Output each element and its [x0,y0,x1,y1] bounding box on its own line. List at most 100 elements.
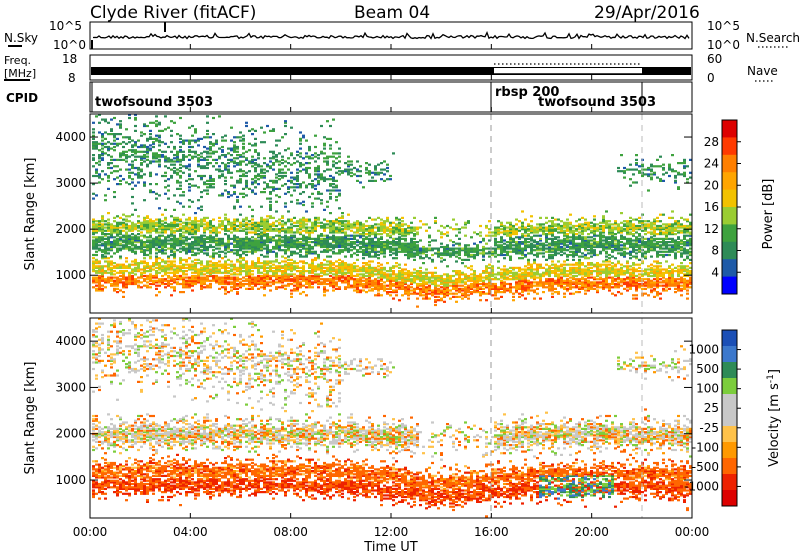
power-cell [440,253,443,257]
power-cell [233,144,236,147]
power-cell [263,241,266,244]
power-cell [224,276,227,279]
power-cell [473,286,476,289]
power-cell [236,282,239,286]
power-cell [104,250,107,253]
power-cell [377,229,380,232]
power-cell [506,247,509,250]
power-cell [329,249,332,252]
power-cell [278,231,281,234]
power-cell [323,270,326,273]
power-cell [221,139,224,142]
power-cell [251,215,254,218]
power-cell [323,266,326,269]
power-cell [416,284,419,287]
power-cell [206,245,209,249]
power-cell [110,229,113,232]
power-cell [146,274,149,278]
power-cell [359,247,362,250]
power-cell [407,229,410,232]
power-cell [125,154,128,157]
power-cell [131,187,134,190]
power-cell [335,244,338,247]
power-cell [152,279,155,282]
power-cell [368,250,371,253]
power-cell [116,144,119,147]
power-cell [107,249,110,252]
power-cell [440,299,443,302]
power-cell [140,163,143,166]
power-cell [284,171,287,174]
power-cell [308,247,311,250]
power-cell [326,120,329,123]
power-cell [104,278,107,281]
power-cell [431,276,434,279]
power-cell [128,229,131,232]
power-cell [308,265,311,268]
power-cell [350,255,353,258]
power-cell [179,184,182,187]
power-cell [464,291,467,294]
power-cell [446,291,449,294]
power-cell [131,226,134,229]
power-cell [311,202,314,205]
power-cell [308,236,311,239]
power-cell [236,170,239,173]
power-cell [239,286,242,289]
power-cell [260,218,263,221]
power-cell [383,250,386,253]
power-cell [95,278,98,281]
power-cell [299,139,302,142]
power-cell [389,268,392,271]
power-cell [356,223,359,226]
power-cell [146,249,149,252]
power-cell [479,278,482,281]
power-cell [236,245,239,249]
power-cell [173,226,176,229]
power-cell [245,181,248,184]
power-cell [407,252,410,255]
power-cell [479,224,482,228]
power-cell [212,263,215,266]
power-cell [128,242,131,245]
power-cell [239,284,242,287]
power-cell [137,224,140,228]
power-cell [251,189,254,192]
power-cell [272,187,275,190]
power-cell [140,221,143,224]
power-cell [233,147,236,150]
power-cell [407,284,410,287]
power-cell [236,179,239,182]
power-cell [269,249,272,252]
power-cell [329,229,332,232]
power-cell [302,226,305,229]
power-cell [380,233,383,236]
power-cell [392,221,395,224]
power-cell [257,282,260,286]
power-cell [119,278,122,281]
power-cell [461,297,464,300]
power-cell [266,273,269,276]
power-cell [122,239,125,242]
power-cell [137,265,140,268]
power-cell [284,165,287,168]
power-cell [278,281,281,284]
power-cell [377,292,380,295]
power-cell [407,247,410,250]
power-cell [368,276,371,279]
power-cell [143,228,146,231]
power-cell [332,186,335,189]
power-cell [194,274,197,278]
power-cell [209,274,212,278]
power-cell [437,278,440,281]
power-cell [446,294,449,297]
power-cell [119,289,122,292]
power-cell [365,237,368,240]
power-cell [266,163,269,166]
power-cell [452,279,455,282]
power-cell [503,291,506,294]
power-cell [440,231,443,234]
power-cell [191,282,194,286]
power-cell [476,276,479,279]
power-cell [125,218,128,221]
